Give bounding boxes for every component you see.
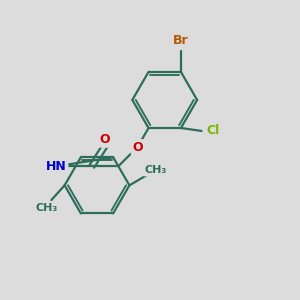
Text: O: O [132,141,143,154]
Text: CH₃: CH₃ [144,165,166,175]
Text: Br: Br [173,34,189,47]
Text: O: O [100,133,110,146]
Text: HN: HN [46,160,67,173]
Text: Cl: Cl [207,124,220,137]
Text: CH₃: CH₃ [36,203,58,213]
